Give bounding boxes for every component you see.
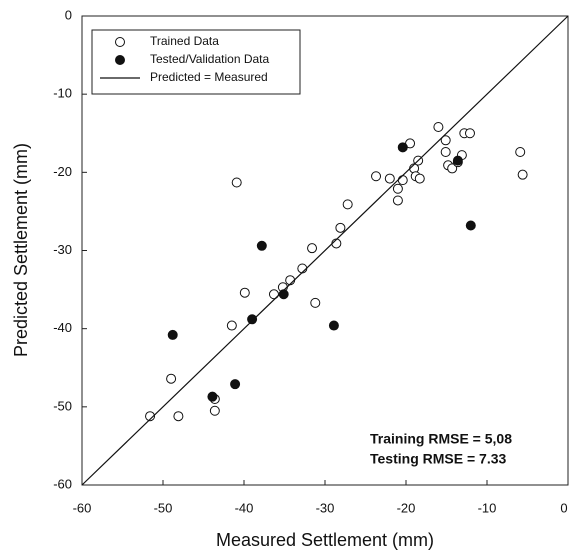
point bbox=[308, 244, 317, 253]
point bbox=[385, 174, 394, 183]
legend-marker bbox=[116, 38, 125, 47]
point bbox=[174, 412, 183, 421]
legend-label: Trained Data bbox=[150, 34, 219, 48]
y-axis-label: Predicted Settlement (mm) bbox=[11, 143, 31, 357]
point bbox=[240, 288, 249, 297]
x-tick-label: 0 bbox=[560, 500, 567, 515]
point bbox=[257, 241, 266, 250]
point bbox=[231, 380, 240, 389]
point bbox=[248, 315, 257, 324]
point bbox=[516, 148, 525, 157]
x-tick-label: -40 bbox=[235, 500, 254, 515]
y-tick-label: -60 bbox=[53, 476, 72, 491]
legend-label: Predicted = Measured bbox=[150, 70, 268, 84]
x-tick-label: -60 bbox=[73, 500, 92, 515]
x-tick-label: -50 bbox=[154, 500, 173, 515]
legend-marker bbox=[116, 56, 125, 65]
point bbox=[208, 392, 217, 401]
y-tick-label: -50 bbox=[53, 398, 72, 413]
y-tick-label: 0 bbox=[65, 7, 72, 22]
y-tick-label: -30 bbox=[53, 242, 72, 257]
x-tick-label: -30 bbox=[316, 500, 335, 515]
y-tick-label: -20 bbox=[53, 164, 72, 179]
point bbox=[336, 223, 345, 232]
chart: Measured Settlement (mm) Predicted Settl… bbox=[0, 0, 572, 554]
point bbox=[466, 221, 475, 230]
point bbox=[311, 298, 320, 307]
point bbox=[343, 200, 352, 209]
point bbox=[210, 406, 219, 415]
point bbox=[465, 129, 474, 138]
point bbox=[168, 330, 177, 339]
point bbox=[434, 122, 443, 131]
x-tick-label: -10 bbox=[478, 500, 497, 515]
annotation: Training RMSE = 5,08 bbox=[370, 431, 512, 447]
point bbox=[227, 321, 236, 330]
legend-label: Tested/Validation Data bbox=[150, 52, 270, 66]
point bbox=[393, 184, 402, 193]
point bbox=[415, 174, 424, 183]
point bbox=[167, 374, 176, 383]
annotation: Testing RMSE = 7.33 bbox=[370, 451, 506, 467]
point bbox=[398, 143, 407, 152]
point bbox=[518, 170, 527, 179]
point bbox=[398, 176, 407, 185]
point bbox=[453, 156, 462, 165]
point bbox=[393, 196, 402, 205]
x-tick-label: -20 bbox=[397, 500, 416, 515]
y-tick-label: -40 bbox=[53, 320, 72, 335]
point bbox=[329, 321, 338, 330]
x-axis-label: Measured Settlement (mm) bbox=[216, 530, 434, 550]
point bbox=[441, 148, 450, 157]
point bbox=[372, 172, 381, 181]
point bbox=[232, 178, 241, 187]
y-tick-label: -10 bbox=[53, 86, 72, 101]
